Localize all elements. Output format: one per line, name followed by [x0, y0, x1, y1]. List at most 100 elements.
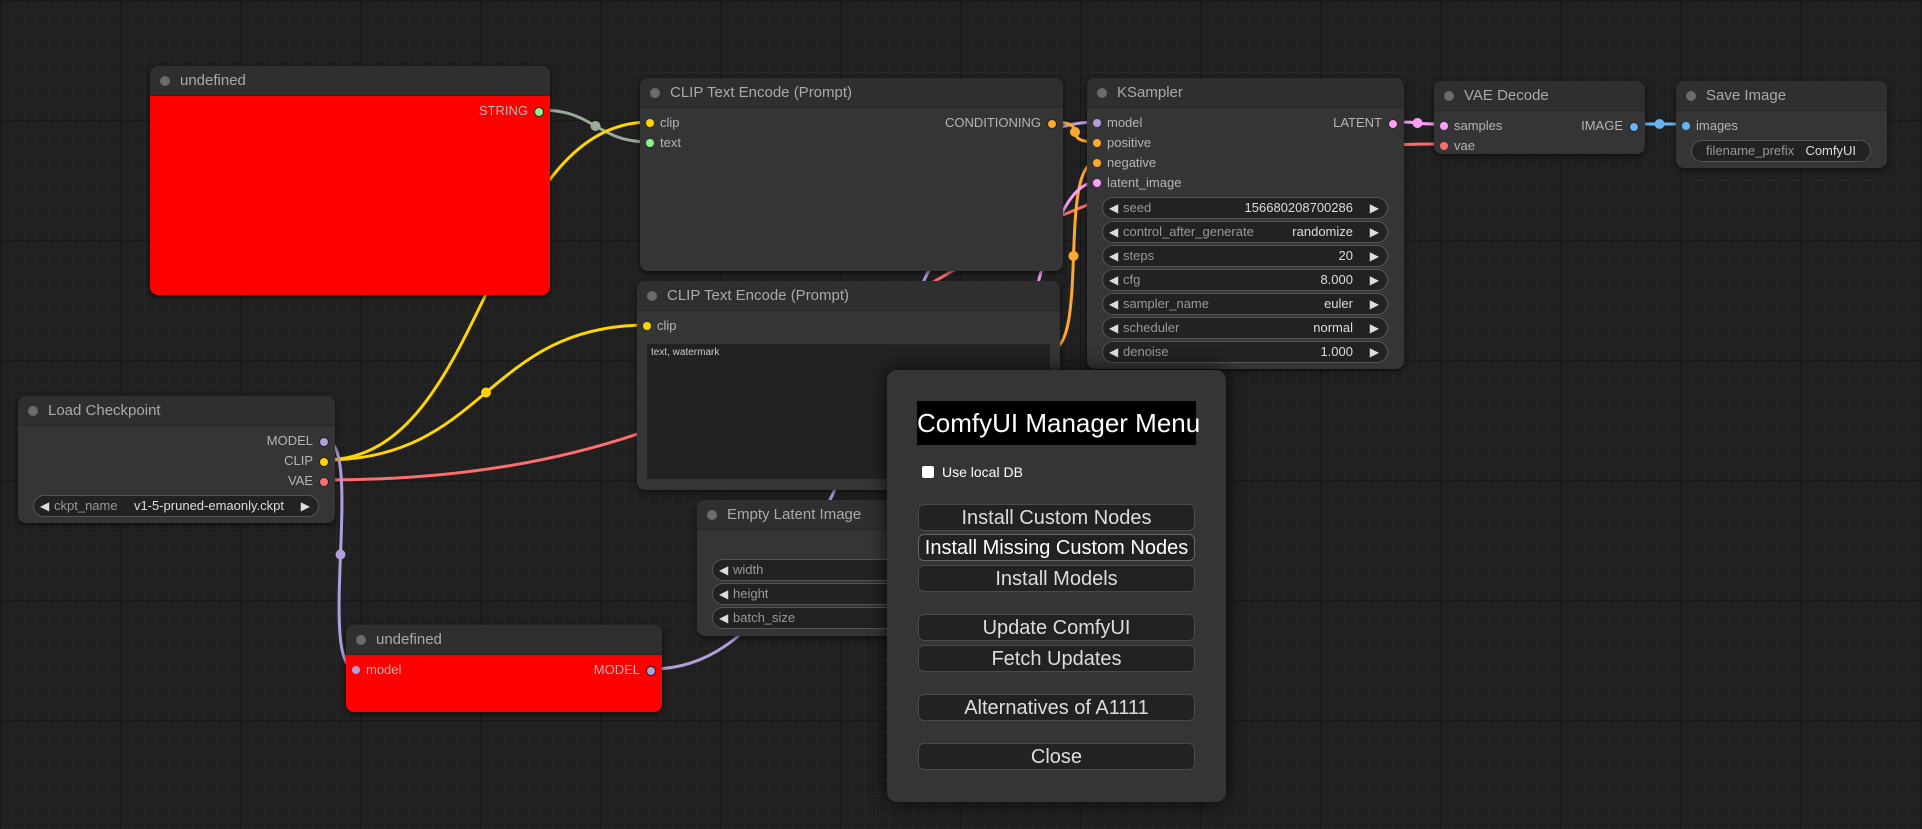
wire-string-text-midpoint[interactable] [590, 121, 601, 131]
install-missing-custom-nodes-button[interactable]: Install Missing Custom Nodes [918, 534, 1195, 561]
collapse-dot-icon[interactable] [1686, 91, 1696, 101]
vae-dot-icon[interactable] [1440, 142, 1448, 150]
input-slot-negative[interactable]: negative [1087, 153, 1156, 173]
node-vae-decode[interactable]: VAE Decode samples vae IMAGE [1434, 81, 1645, 154]
samples-dot-icon[interactable] [1440, 122, 1448, 130]
output-slot-latent[interactable]: LATENT [1333, 113, 1404, 133]
widget-batch-size[interactable]: ◀batch_size▶ [712, 607, 941, 629]
widget-denoise[interactable]: ◀ denoise 1.000 ▶ [1102, 341, 1388, 363]
widget-ckpt-name[interactable]: ◀ ckpt_name v1-5-pruned-emaonly.ckpt ▶ [33, 495, 319, 517]
latent-dot-icon[interactable] [1388, 119, 1398, 129]
input-slot-clip[interactable]: clip [640, 113, 680, 133]
decrement-arrow-icon[interactable]: ◀ [1109, 249, 1119, 263]
node-undefined-top[interactable]: undefined STRING [150, 66, 550, 295]
node-clip-text-1[interactable]: CLIP Text Encode (Prompt) clip text CONDITI… [640, 78, 1063, 271]
wire-negative-midpoint[interactable] [1068, 251, 1079, 261]
collapse-dot-icon[interactable] [28, 406, 38, 416]
node-title[interactable]: KSampler [1087, 78, 1404, 108]
increment-arrow-icon[interactable]: ▶ [300, 499, 310, 513]
wire-model-bottom-midpoint[interactable] [335, 549, 346, 560]
model-dot-icon[interactable] [646, 666, 656, 676]
output-slot-conditioning[interactable]: CONDITIONING [945, 113, 1063, 133]
input-slot-text[interactable]: text [640, 133, 681, 153]
use-local-db-checkbox[interactable] [922, 466, 934, 478]
close-button[interactable]: Close [918, 743, 1195, 770]
decrement-arrow-icon[interactable]: ◀ [40, 499, 50, 513]
increment-arrow-icon[interactable]: ▶ [1369, 297, 1379, 311]
collapse-dot-icon[interactable] [707, 510, 717, 520]
images-dot-icon[interactable] [1682, 122, 1690, 130]
wire-positive-midpoint[interactable] [1070, 127, 1080, 137]
decrement-arrow-icon[interactable]: ◀ [1109, 225, 1119, 239]
widget-width[interactable]: ◀width▶ [712, 559, 941, 581]
output-slot-string[interactable]: STRING [479, 101, 550, 121]
widget-control-after-generate[interactable]: ◀ control_after_generate randomize ▶ [1102, 221, 1388, 243]
decrement-arrow-icon[interactable]: ◀ [719, 611, 729, 625]
node-undefined-bottom[interactable]: undefined model MODEL [346, 625, 662, 712]
clip-dot-icon[interactable] [646, 119, 654, 127]
decrement-arrow-icon[interactable]: ◀ [719, 563, 729, 577]
conditioning-dot-icon[interactable] [1047, 119, 1057, 129]
vae-dot-icon[interactable] [319, 477, 329, 487]
use-local-db-label[interactable]: Use local DB [942, 464, 1023, 480]
text-dot-icon[interactable] [646, 139, 654, 147]
output-slot-model[interactable]: MODEL [594, 660, 662, 680]
increment-arrow-icon[interactable]: ▶ [1369, 225, 1379, 239]
node-save-image[interactable]: Save Image images filename_prefix ComfyUI [1676, 81, 1887, 168]
increment-arrow-icon[interactable]: ▶ [1369, 201, 1379, 215]
update-comfyui-button[interactable]: Update ComfyUI [918, 614, 1195, 641]
node-title[interactable]: undefined [346, 625, 662, 655]
input-slot-clip[interactable]: clip [637, 316, 677, 336]
wire-latent-samples-midpoint[interactable] [1412, 118, 1423, 128]
wire-clip-2-midpoint[interactable] [481, 387, 491, 398]
decrement-arrow-icon[interactable]: ◀ [1109, 273, 1119, 287]
clip-dot-icon[interactable] [643, 322, 651, 330]
widget-steps[interactable]: ◀ steps 20 ▶ [1102, 245, 1388, 267]
node-load-checkpoint[interactable]: Load Checkpoint MODEL CLIP VAE ◀ ckpt_name v1-… [18, 396, 335, 523]
increment-arrow-icon[interactable]: ▶ [1369, 345, 1379, 359]
node-title[interactable]: CLIP Text Encode (Prompt) [637, 281, 1060, 311]
increment-arrow-icon[interactable]: ▶ [1369, 273, 1379, 287]
clip-dot-icon[interactable] [319, 457, 329, 467]
decrement-arrow-icon[interactable]: ◀ [1109, 321, 1119, 335]
output-slot-vae[interactable]: VAE [288, 471, 335, 491]
decrement-arrow-icon[interactable]: ◀ [1109, 345, 1119, 359]
widget-scheduler[interactable]: ◀ scheduler normal ▶ [1102, 317, 1388, 339]
wire-image-midpoint[interactable] [1654, 119, 1665, 129]
decrement-arrow-icon[interactable]: ◀ [1109, 201, 1119, 215]
collapse-dot-icon[interactable] [1097, 88, 1107, 98]
input-slot-model[interactable]: model [1087, 113, 1142, 133]
model-dot-icon[interactable] [352, 666, 360, 674]
input-slot-vae[interactable]: vae [1434, 136, 1475, 154]
decrement-arrow-icon[interactable]: ◀ [719, 587, 729, 601]
image-dot-icon[interactable] [1629, 122, 1639, 132]
increment-arrow-icon[interactable]: ▶ [1369, 321, 1379, 335]
node-title[interactable]: undefined [150, 66, 550, 96]
install-custom-nodes-button[interactable]: Install Custom Nodes [918, 504, 1195, 531]
string-dot-icon[interactable] [534, 107, 544, 117]
alternatives-a1111-button[interactable]: Alternatives of A1111 [918, 694, 1195, 721]
widget-sampler-name[interactable]: ◀ sampler_name euler ▶ [1102, 293, 1388, 315]
install-models-button[interactable]: Install Models [918, 565, 1195, 592]
input-slot-images[interactable]: images [1676, 116, 1738, 136]
widget-seed[interactable]: ◀ seed 156680208700286 ▶ [1102, 197, 1388, 219]
output-slot-model[interactable]: MODEL [267, 431, 335, 451]
decrement-arrow-icon[interactable]: ◀ [1109, 297, 1119, 311]
node-title[interactable]: CLIP Text Encode (Prompt) [640, 78, 1063, 108]
collapse-dot-icon[interactable] [647, 291, 657, 301]
collapse-dot-icon[interactable] [356, 635, 366, 645]
input-slot-latent_image[interactable]: latent_image [1087, 173, 1181, 193]
node-title[interactable]: Save Image [1676, 81, 1887, 111]
input-slot-samples[interactable]: samples [1434, 116, 1502, 136]
model-dot-icon[interactable] [1093, 119, 1101, 127]
collapse-dot-icon[interactable] [650, 88, 660, 98]
collapse-dot-icon[interactable] [1444, 91, 1454, 101]
output-slot-image[interactable]: IMAGE [1581, 116, 1645, 136]
collapse-dot-icon[interactable] [160, 76, 170, 86]
model-dot-icon[interactable] [319, 437, 329, 447]
widget-cfg[interactable]: ◀ cfg 8.000 ▶ [1102, 269, 1388, 291]
node-title[interactable]: Load Checkpoint [18, 396, 335, 426]
widget-height[interactable]: ◀height▶ [712, 583, 941, 605]
fetch-updates-button[interactable]: Fetch Updates [918, 645, 1195, 672]
